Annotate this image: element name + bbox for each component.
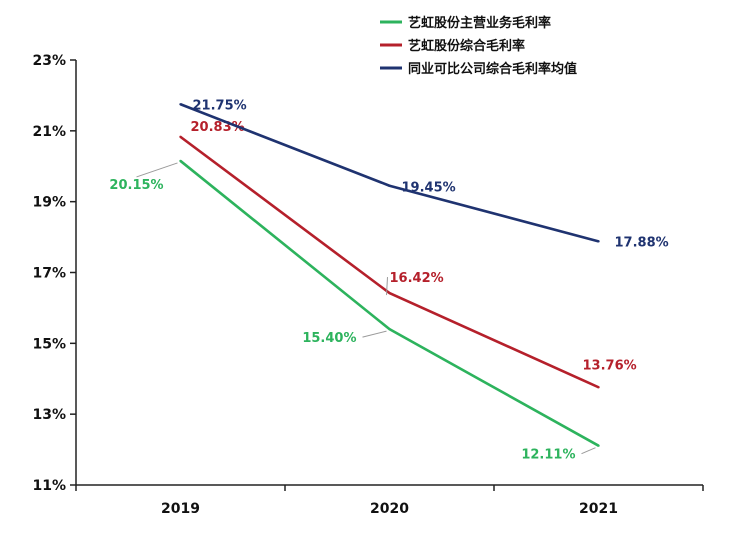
data-label: 19.45% <box>402 181 456 196</box>
data-label: 20.15% <box>109 178 163 193</box>
data-point <box>597 240 600 243</box>
y-tick-label: 19% <box>32 195 66 211</box>
data-label: 13.76% <box>583 358 637 373</box>
y-tick-label: 11% <box>32 478 66 494</box>
legend-label: 艺虹股份主营业务毛利率 <box>408 15 551 31</box>
y-ticks: 11% 13% 15% 17% 19% 21% 23% <box>32 53 76 494</box>
x-tick-label: 2021 <box>579 501 618 517</box>
data-label: 21.75% <box>193 98 247 113</box>
leader-line <box>386 277 388 296</box>
y-tick-label: 17% <box>32 266 66 282</box>
data-point <box>597 444 600 447</box>
y-tick-label: 15% <box>32 336 66 352</box>
y-tick-label: 13% <box>32 407 66 423</box>
data-point <box>179 135 182 139</box>
data-label: 15.40% <box>302 331 356 346</box>
data-label: 17.88% <box>615 235 669 250</box>
x-tick-label: 2019 <box>161 501 200 517</box>
data-point <box>179 103 182 106</box>
data-label: 12.11% <box>521 448 575 463</box>
data-point <box>388 327 391 331</box>
data-point <box>597 386 600 389</box>
y-tick-label: 21% <box>32 124 66 140</box>
leader-line <box>362 330 387 338</box>
legend-label: 同业可比公司综合毛利率均值 <box>408 61 577 77</box>
y-tick-label: 23% <box>32 53 66 69</box>
x-ticks: 2019 2020 2021 <box>75 485 704 517</box>
series-line <box>179 135 600 389</box>
series-2: 20.83%16.42%13.76% <box>179 120 637 389</box>
series-1: 20.15% 15.40% 12.11% <box>109 159 600 463</box>
data-point <box>179 159 182 163</box>
series-line <box>179 159 600 447</box>
x-tick-label: 2020 <box>370 501 409 517</box>
data-label: 16.42% <box>390 271 444 286</box>
series-layer: 20.15%15.40%12.11%20.83%16.42%13.76%21.7… <box>109 98 668 462</box>
series-3: 21.75% 19.45% 17.88% <box>179 98 669 250</box>
leader-line <box>136 162 178 178</box>
data-point <box>388 184 391 187</box>
data-point <box>388 291 391 295</box>
leader-line <box>581 447 596 455</box>
legend-label: 艺虹股份综合毛利率 <box>408 38 525 54</box>
